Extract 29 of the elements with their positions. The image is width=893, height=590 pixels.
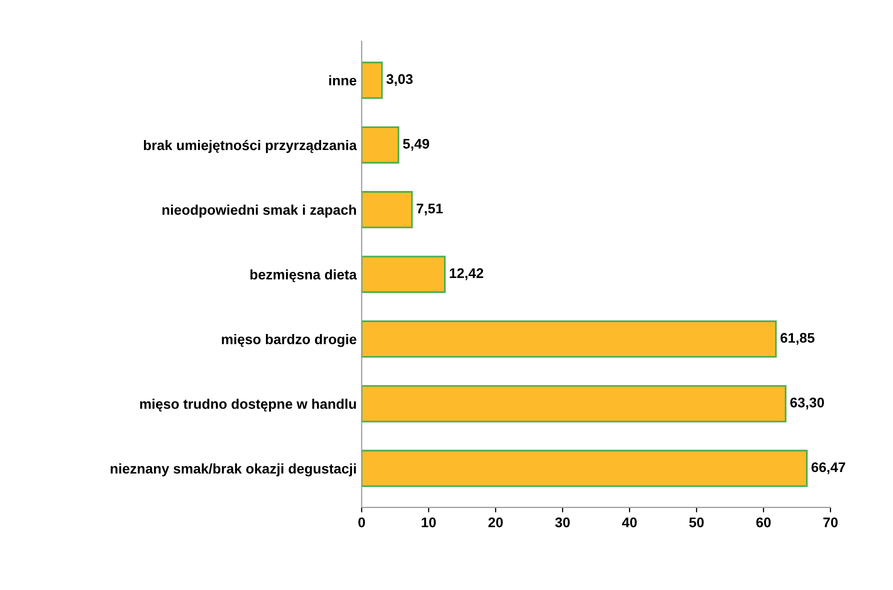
- bar: [362, 320, 777, 358]
- x-tick-label: 10: [422, 517, 436, 528]
- y-tick-label: mięso trudno dostępne w handlu: [140, 398, 356, 412]
- x-tick-label: 60: [756, 517, 771, 528]
- y-tick-label: bezmięsna dieta: [250, 269, 357, 282]
- x-tick-label: 20: [488, 517, 503, 528]
- bar: [362, 191, 413, 228]
- bar: [362, 126, 400, 164]
- data-label: 61,85: [780, 332, 814, 345]
- bar: [362, 385, 786, 422]
- x-tick-label: 40: [622, 517, 637, 528]
- data-label: 5,49: [403, 138, 430, 151]
- data-label: 12,42: [450, 268, 484, 280]
- y-tick-label: brak umiejętności przyrządzania: [144, 140, 357, 153]
- data-label: 3,03: [386, 74, 413, 86]
- data-label: 66,47: [812, 462, 846, 474]
- x-tick-label: 70: [823, 517, 838, 528]
- y-tick-label: nieznany smak/brak okazji degustacji: [110, 463, 356, 476]
- data-label: 63,30: [790, 398, 824, 410]
- x-tick-label: 0: [358, 517, 365, 528]
- y-tick-label: inne: [329, 75, 356, 86]
- data-label: 7,51: [416, 204, 443, 216]
- y-tick-label: mięso bardzo drogie: [222, 334, 356, 348]
- bar: [362, 62, 383, 99]
- x-tick-label: 30: [555, 517, 570, 528]
- bar: [362, 450, 808, 488]
- x-tick-label: 50: [689, 517, 704, 528]
- bar: [362, 256, 446, 293]
- y-tick-label: nieodpowiedni smak i zapach: [162, 204, 356, 218]
